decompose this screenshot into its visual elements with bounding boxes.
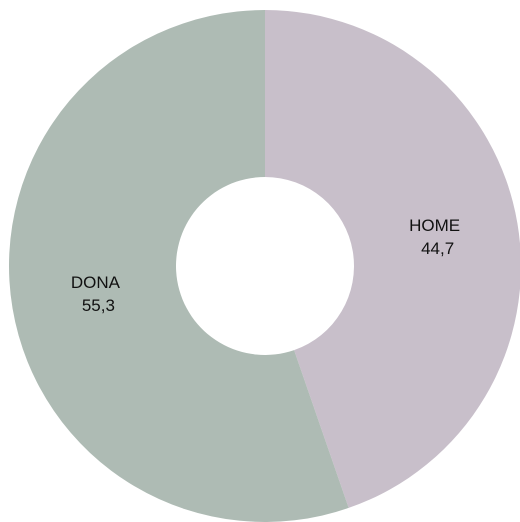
slice-label: HOME — [409, 216, 460, 235]
slice — [265, 10, 520, 508]
slice-label: DONA — [71, 273, 121, 292]
slice — [9, 10, 349, 522]
slice-value: 44,7 — [421, 239, 454, 258]
slice-value: 55,3 — [82, 296, 115, 315]
